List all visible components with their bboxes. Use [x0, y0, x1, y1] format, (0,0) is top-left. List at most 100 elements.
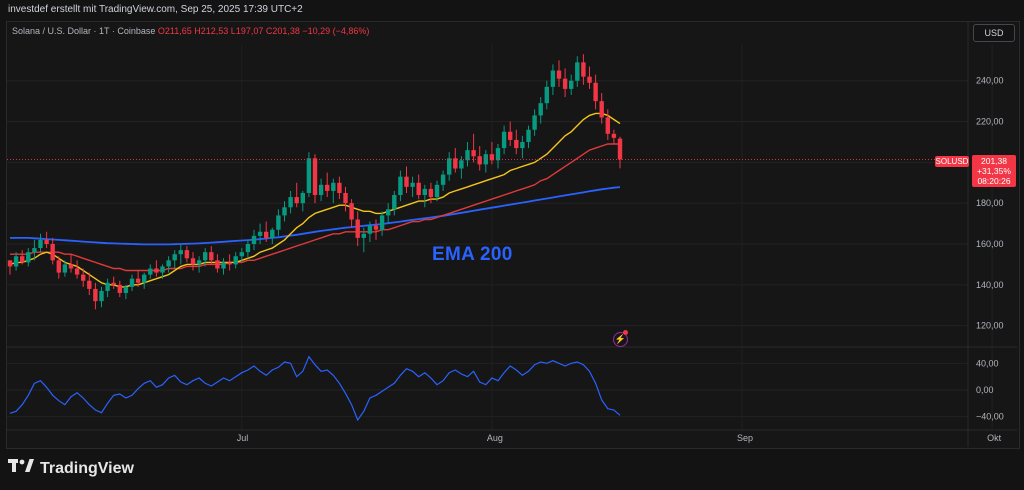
- candle-body: [93, 288, 98, 302]
- chart-title: investdef erstellt mit TradingView.com, …: [8, 4, 303, 15]
- last-price: 201,38: [981, 156, 1007, 166]
- bar-countdown: 08:20:26: [977, 176, 1011, 186]
- candle-body: [355, 219, 360, 238]
- candle-body: [416, 182, 421, 196]
- candle-body: [617, 138, 623, 160]
- candle-body: [300, 192, 305, 204]
- candle-body: [87, 280, 92, 289]
- price-tick-label: 240,00: [976, 76, 1004, 86]
- candle-body: [68, 264, 74, 269]
- candle-body: [562, 78, 568, 89]
- candle-body: [495, 148, 501, 161]
- candle-body: [459, 160, 464, 169]
- candle-body: [239, 252, 244, 257]
- candle-body: [550, 70, 556, 87]
- time-tick-label: Aug: [487, 433, 503, 443]
- price-tick-label: 220,00: [976, 117, 1004, 127]
- candle-body: [117, 284, 122, 293]
- candle-body: [227, 262, 232, 265]
- candle-body: [288, 197, 293, 208]
- candle-body: [312, 158, 318, 196]
- candle-body: [501, 131, 507, 149]
- currency-button[interactable]: USD: [973, 24, 1015, 42]
- candle-body: [544, 86, 549, 104]
- last-price-badge: 201,38 +31,35% 08:20:26: [972, 155, 1016, 187]
- candle-body: [135, 278, 141, 283]
- price-tick-label: 160,00: [976, 239, 1004, 249]
- candle-body: [593, 82, 598, 102]
- candle-body: [386, 209, 391, 216]
- symbol-tag: SOLUSD: [935, 156, 969, 167]
- candle-body: [264, 231, 269, 238]
- candle-body: [489, 154, 495, 161]
- candle-body: [81, 274, 86, 281]
- candle-body: [257, 231, 263, 236]
- candle-body: [178, 250, 183, 255]
- candle-body: [99, 290, 104, 302]
- candle-body: [282, 207, 287, 216]
- symbol-info: Solana / U.S. Dollar · 1T · Coinbase O21…: [12, 26, 369, 36]
- candle-body: [13, 256, 19, 267]
- candle-body: [447, 158, 452, 175]
- ohlc-values: O211,65 H212,53 L197,07 C201,38 −10,29 (…: [157, 26, 370, 36]
- symbol-line: Solana / U.S. Dollar · 1T · Coinbase: [12, 26, 156, 36]
- candle-body: [129, 278, 135, 287]
- time-tick-label: Jul: [237, 433, 249, 443]
- candle-body: [44, 239, 49, 244]
- candle-body: [605, 117, 610, 134]
- candle-body: [7, 260, 13, 267]
- osc-tick-label: −40,00: [976, 412, 1004, 422]
- osc-tick-label: 0,00: [976, 385, 994, 395]
- candle-body: [74, 268, 80, 275]
- candle-body: [343, 192, 348, 204]
- candle-body: [26, 252, 31, 263]
- candle-body: [404, 176, 409, 187]
- candle-body: [306, 158, 312, 193]
- candle-body: [483, 154, 488, 165]
- candle-body: [233, 256, 238, 265]
- candle-body: [111, 282, 116, 285]
- candle-body: [611, 133, 617, 138]
- candle-body: [50, 244, 55, 261]
- lightning-icon[interactable]: ⚡: [613, 332, 628, 347]
- candle-body: [532, 115, 537, 130]
- candle-body: [599, 101, 604, 118]
- candle-body: [172, 254, 177, 261]
- oscillator-line: [9, 355, 621, 422]
- candle-body: [337, 182, 342, 193]
- time-tick-label: Sep: [737, 433, 753, 443]
- price-tick-label: 120,00: [976, 321, 1004, 331]
- time-tick-label: Okt: [987, 433, 1002, 443]
- candle-body: [154, 268, 159, 273]
- price-tick-label: 140,00: [976, 280, 1004, 290]
- candle-body: [373, 225, 379, 230]
- candle-body: [453, 158, 458, 169]
- candle-body: [215, 260, 220, 269]
- candle-body: [556, 70, 562, 79]
- candle-body: [361, 233, 366, 238]
- candle-body: [440, 174, 446, 185]
- candle-body: [270, 229, 275, 238]
- candle-body: [434, 184, 440, 198]
- candle-body: [318, 184, 324, 196]
- candle-body: [251, 235, 257, 244]
- ema-200-line: [10, 186, 621, 246]
- tradingview-logo-icon: [8, 459, 34, 478]
- candle-body: [349, 203, 354, 220]
- brand-name: TradingView: [40, 459, 134, 477]
- candle-body: [526, 129, 531, 142]
- tradingview-brand[interactable]: TradingView: [8, 459, 134, 478]
- candle-body: [38, 239, 43, 249]
- candle-body: [294, 197, 299, 204]
- candle-body: [190, 258, 196, 265]
- candle-body: [62, 264, 68, 273]
- candle-body: [209, 252, 214, 261]
- candle-body: [569, 80, 574, 89]
- candle-body: [422, 188, 427, 196]
- candle-body: [508, 131, 513, 140]
- candle-body: [20, 256, 25, 263]
- candle-body: [123, 286, 129, 293]
- ema-200-annotation: EMA 200: [432, 244, 513, 265]
- candle-body: [410, 182, 415, 187]
